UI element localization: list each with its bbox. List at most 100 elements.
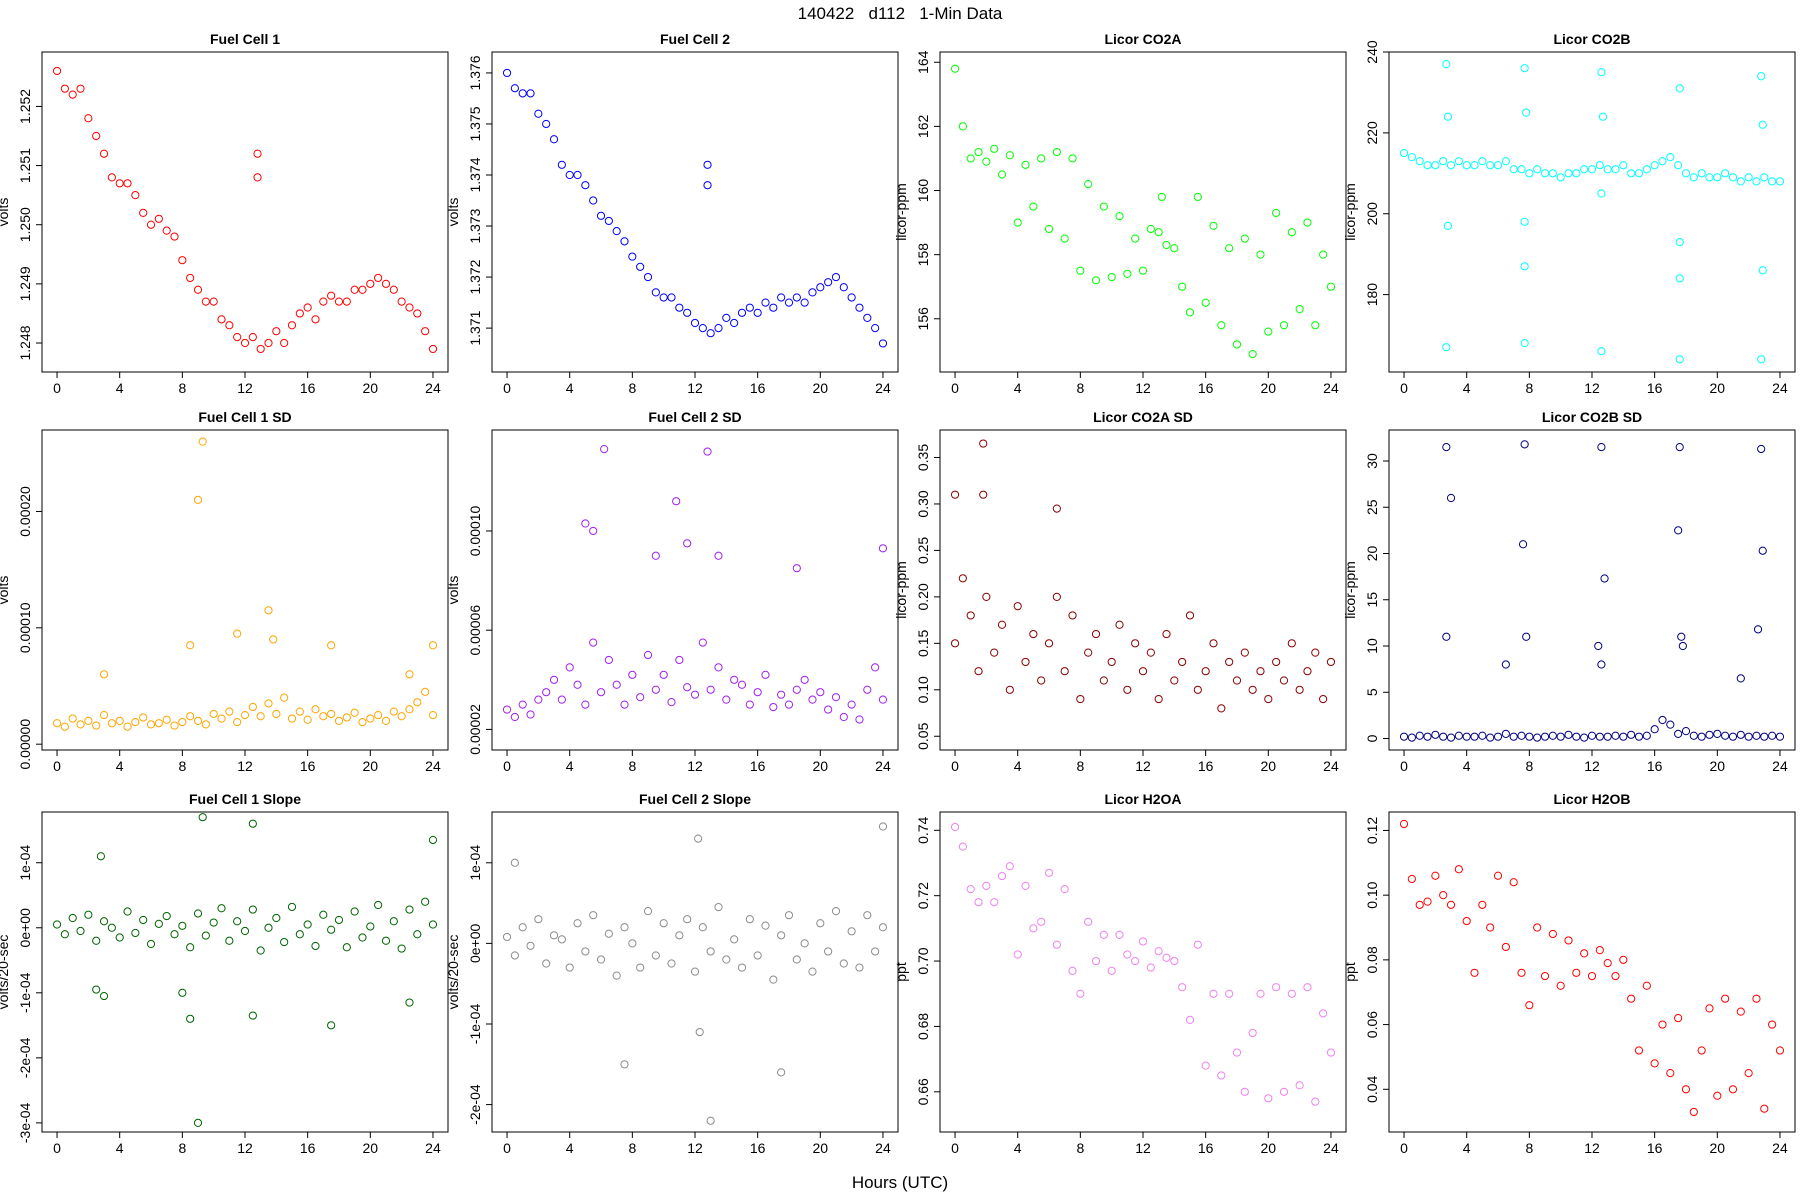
data-point: [1052, 940, 1061, 949]
data-point: [1407, 153, 1416, 162]
y-tick-label: 0.25: [915, 537, 931, 564]
data-point: [350, 708, 359, 717]
x-tick-label: 4: [116, 758, 124, 774]
data-point: [1689, 731, 1698, 740]
data-point: [628, 939, 637, 948]
data-point: [334, 716, 344, 726]
data-point: [816, 283, 825, 292]
data-point: [1013, 218, 1022, 227]
data-point: [612, 227, 621, 236]
data-point: [1611, 971, 1620, 981]
data-point: [327, 291, 336, 300]
data-point: [1240, 234, 1249, 243]
data-point: [997, 170, 1007, 179]
data-point: [421, 327, 430, 336]
data-point: [1486, 161, 1495, 170]
x-tick-label: 4: [566, 380, 574, 396]
y-tick-label: 0e+00: [17, 908, 33, 948]
x-tick-label: 0: [951, 758, 959, 774]
data-point: [979, 490, 988, 499]
data-point: [1760, 173, 1769, 182]
data-point: [1131, 234, 1140, 243]
y-tick-label: 1.373: [467, 208, 483, 243]
data-point: [154, 719, 163, 728]
data-point: [1597, 347, 1606, 356]
data-point: [1540, 169, 1550, 178]
data-point: [1595, 161, 1604, 170]
data-point: [1634, 169, 1644, 178]
data-point: [319, 910, 328, 919]
data-point: [1462, 161, 1471, 170]
data-point: [698, 638, 707, 647]
data-point: [958, 122, 967, 131]
panel-title: Licor H2OA: [1104, 791, 1181, 807]
plot-frame: [939, 811, 1347, 1133]
data-point: [1021, 657, 1030, 667]
data-point: [123, 722, 132, 731]
data-point: [1509, 878, 1518, 887]
data-point: [193, 909, 203, 918]
data-point: [1757, 355, 1766, 364]
x-tick-label: 12: [1584, 1140, 1600, 1156]
data-point: [374, 900, 383, 910]
data-point: [581, 700, 590, 709]
data-point: [1303, 667, 1312, 676]
y-tick-label: 1.375: [467, 106, 483, 141]
data-point: [703, 447, 712, 456]
data-point: [1603, 959, 1612, 968]
data-point: [643, 272, 653, 282]
data-point: [659, 293, 668, 302]
data-point: [76, 926, 85, 936]
x-tick-label: 0: [53, 758, 61, 774]
data-point: [982, 881, 991, 890]
data-point: [1728, 732, 1738, 741]
data-point: [193, 495, 203, 504]
data-point: [1493, 732, 1503, 741]
data-point: [264, 923, 273, 932]
data-point: [800, 298, 809, 307]
data-point: [1178, 657, 1187, 667]
data-point: [1517, 165, 1526, 174]
x-tick-label: 8: [628, 380, 636, 396]
data-point: [1115, 620, 1124, 629]
data-point: [327, 641, 336, 650]
x-tick-label: 4: [1463, 758, 1471, 774]
data-point: [573, 170, 582, 180]
data-point: [1091, 956, 1101, 966]
data-point: [1540, 971, 1550, 981]
data-point: [1674, 161, 1683, 170]
data-point: [1044, 639, 1054, 648]
x-tick-label: 16: [1198, 758, 1214, 774]
panel-title: Licor H2OB: [1553, 791, 1630, 807]
data-point: [990, 648, 999, 657]
y-tick-label: 1.251: [17, 148, 33, 183]
data-point: [1518, 540, 1528, 549]
x-tick-label: 16: [1198, 1140, 1214, 1156]
data-point: [381, 279, 391, 288]
data-point: [1642, 165, 1651, 174]
data-point: [824, 705, 833, 714]
data-point: [675, 655, 684, 665]
data-point: [1272, 208, 1281, 218]
data-point: [198, 813, 207, 822]
data-point: [311, 941, 320, 951]
data-point: [777, 690, 786, 699]
data-point: [502, 705, 512, 714]
data-point: [1768, 177, 1777, 186]
data-point: [253, 173, 262, 182]
data-point: [518, 923, 527, 932]
data-point: [1522, 632, 1531, 641]
data-point: [1248, 1028, 1257, 1038]
data-point: [1287, 639, 1296, 648]
data-point: [240, 926, 250, 936]
data-point: [217, 315, 226, 324]
y-tick-label: 1e-04: [17, 845, 33, 881]
data-point: [1674, 729, 1683, 739]
data-point: [1248, 349, 1257, 359]
data-point: [855, 303, 864, 312]
data-point: [170, 232, 179, 241]
data-point: [1099, 676, 1108, 685]
data-point: [201, 720, 210, 729]
data-point: [800, 675, 809, 684]
data-point: [397, 944, 406, 953]
